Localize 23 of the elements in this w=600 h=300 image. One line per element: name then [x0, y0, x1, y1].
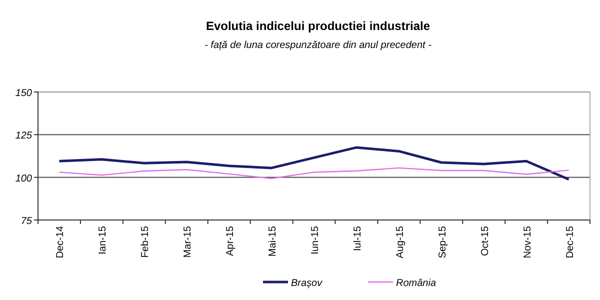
- legend-label: Brașov: [291, 278, 324, 289]
- y-tick-label: 150: [15, 88, 32, 99]
- legend-label: România: [396, 278, 436, 289]
- y-tick-label: 75: [20, 216, 32, 227]
- chart-title: Evolutia indicelui productiei industriale: [206, 19, 430, 33]
- x-tick-label: Oct-15: [480, 226, 491, 256]
- x-tick-label: Dec-15: [564, 226, 576, 258]
- x-tick-label: Iun-15: [310, 226, 321, 254]
- x-tick-label: Sep-15: [437, 226, 448, 258]
- x-tick-label: Dec-14: [55, 226, 66, 258]
- line-series: [58, 146, 570, 181]
- y-tick-label: 100: [15, 173, 32, 184]
- x-tick-label: Feb-15: [140, 226, 152, 258]
- y-tick-label: 125: [15, 130, 32, 142]
- line-series: [58, 167, 570, 180]
- x-tick-label: Aug-15: [394, 226, 406, 258]
- x-tick-label: Apr-15: [225, 226, 236, 256]
- x-tick-label: Iul-15: [352, 226, 364, 252]
- chart-subtitle: - față de luna corespunzătoare din anul precedent -: [204, 40, 432, 51]
- x-tick-label: Ian-15: [98, 226, 109, 254]
- x-tick-label: Mar-15: [182, 226, 194, 258]
- x-tick-label: Mai-15: [268, 226, 279, 257]
- x-tick-label: Nov-15: [522, 226, 534, 258]
